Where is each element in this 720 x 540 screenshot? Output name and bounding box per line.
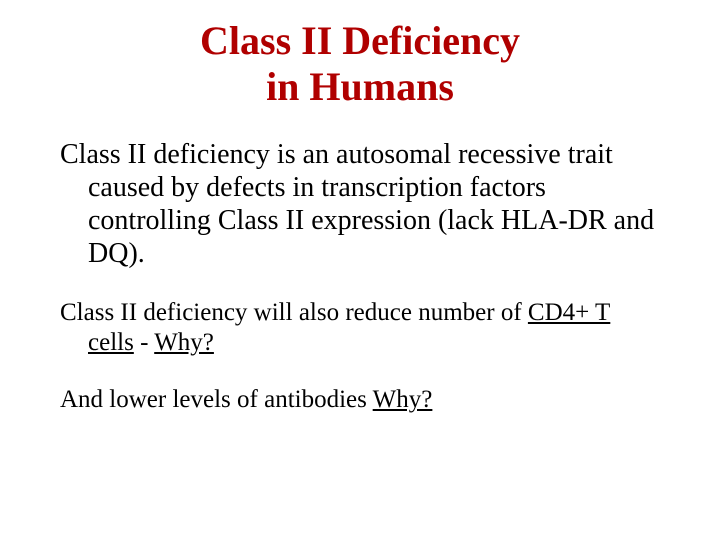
paragraph-2: Class II deficiency will also reduce num… [60, 298, 660, 357]
paragraph-2-prefix: Class II deficiency will also reduce num… [60, 299, 528, 326]
paragraph-3-why: Why? [373, 386, 433, 413]
title-line-2: in Humans [266, 64, 454, 109]
paragraph-1-text: Class II deficiency is an autosomal rece… [60, 139, 654, 269]
paragraph-2-why: Why? [154, 329, 214, 356]
paragraph-2-suffix: - [134, 329, 154, 356]
paragraph-3-prefix: And lower levels of antibodies [60, 386, 373, 413]
slide-title: Class II Deficiency in Humans [60, 18, 660, 110]
title-line-1: Class II Deficiency [200, 18, 520, 63]
paragraph-1: Class II deficiency is an autosomal rece… [60, 138, 660, 270]
paragraph-3: And lower levels of antibodies Why? [60, 385, 660, 415]
slide: Class II Deficiency in Humans Class II d… [0, 0, 720, 540]
